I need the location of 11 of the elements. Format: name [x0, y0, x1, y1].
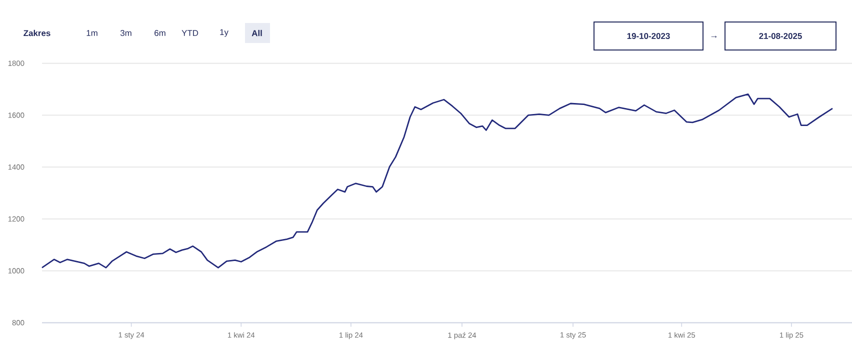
line-series — [41, 93, 834, 268]
text: 6m — [154, 30, 166, 36]
text: All — [252, 30, 262, 36]
text: → — [711, 36, 717, 38]
text: Zakres — [24, 30, 50, 36]
text: 1m — [86, 30, 98, 36]
text: 3m — [120, 30, 132, 36]
text: 1y — [220, 29, 228, 37]
text: YTD — [182, 30, 198, 36]
text: 19-10-2023 — [627, 33, 670, 40]
text: 21-08-2025 — [759, 33, 802, 39]
